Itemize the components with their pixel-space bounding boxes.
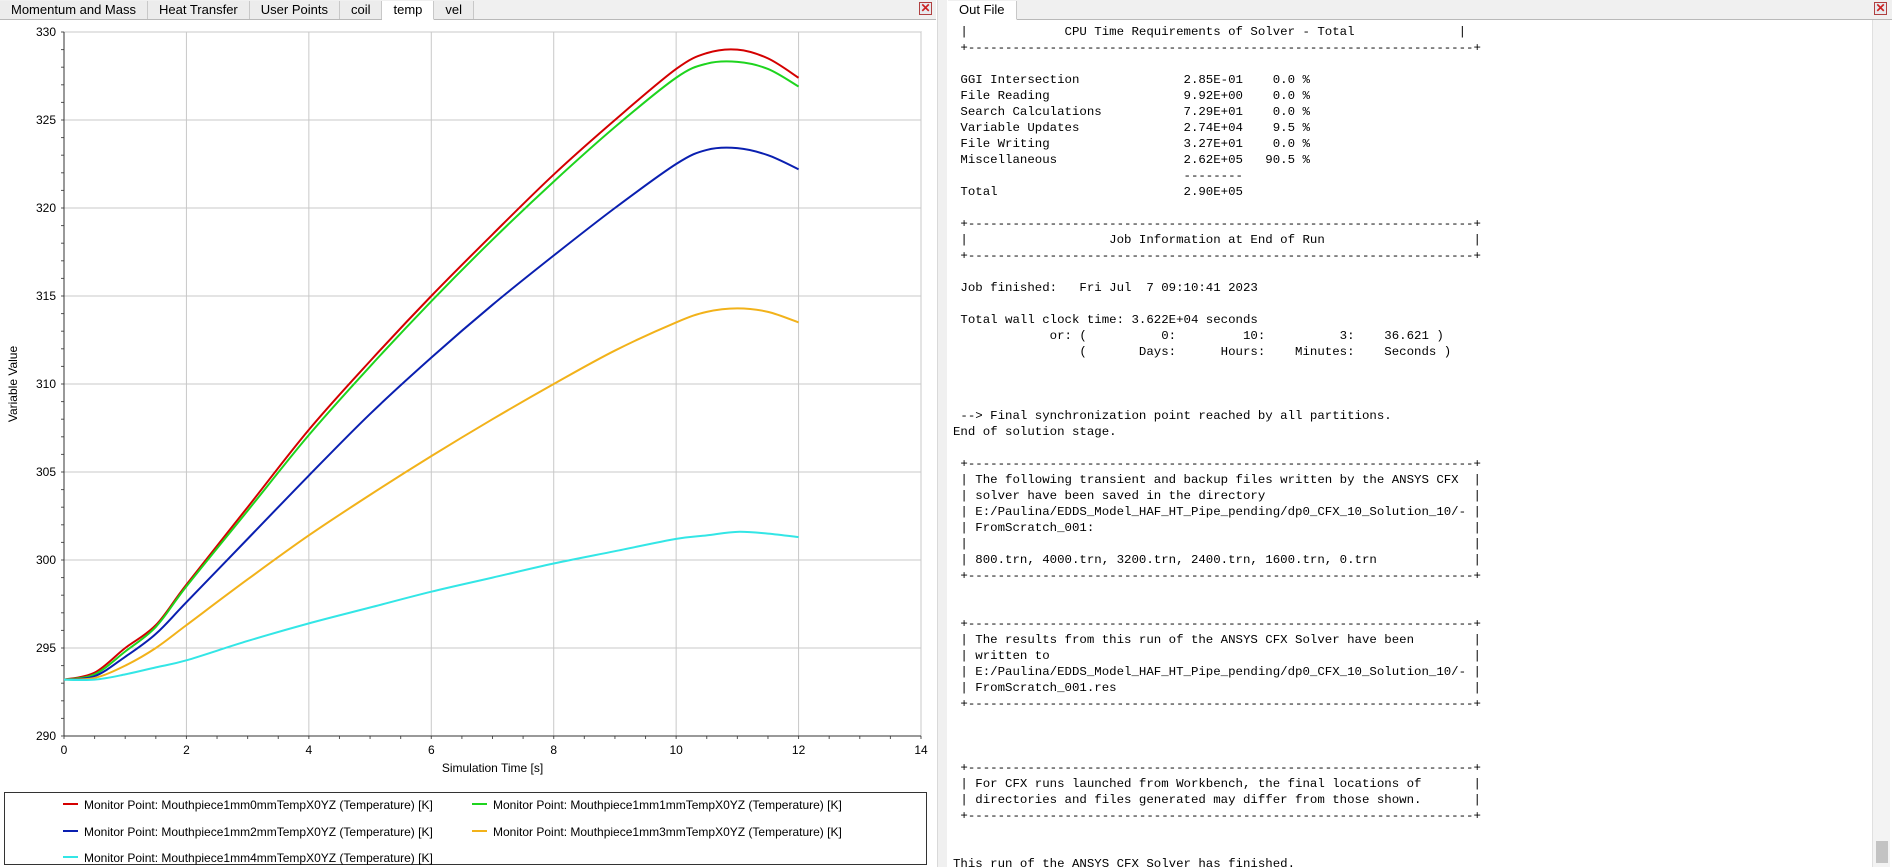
legend-swatch-red [63, 802, 78, 805]
legend-item-series-4: Monitor Point: Mouthpiece1mm3mmTempX0YZ … [472, 824, 842, 840]
chart-legend: Monitor Point: Mouthpiece1mm0mmTempX0YZ … [4, 792, 927, 865]
legend-label: Monitor Point: Mouthpiece1mm4mmTempX0YZ … [84, 851, 433, 865]
legend-label: Monitor Point: Mouthpiece1mm1mmTempX0YZ … [493, 798, 842, 812]
y-tick-label: 315 [36, 289, 56, 303]
monitor-pane: Momentum and Mass Heat Transfer User Poi… [0, 0, 936, 867]
legend-label: Monitor Point: Mouthpiece1mm2mmTempX0YZ … [84, 825, 433, 839]
series-line-4 [63, 307, 799, 681]
tab-temp[interactable]: temp [382, 1, 435, 20]
close-icon[interactable]: ✕ [1874, 1, 1887, 15]
x-axis-title: Simulation Time [s] [442, 761, 543, 775]
legend-swatch-orange [472, 829, 487, 832]
y-tick-label: 290 [36, 729, 56, 743]
monitor-chart: 0 2 4 6 8 10 12 14 290 295 300 305 310 315 320 325 330 Si… [6, 25, 928, 775]
y-tick-label: 310 [36, 377, 56, 391]
x-tick-label: 2 [183, 743, 190, 757]
legend-swatch-green [472, 802, 487, 805]
y-tick-label: 300 [36, 553, 56, 567]
tab-vel[interactable]: vel [434, 1, 475, 19]
y-tick-label: 330 [36, 25, 56, 39]
y-tick-label: 325 [36, 113, 56, 127]
series-line-5 [63, 530, 799, 682]
tab-out-file[interactable]: Out File [948, 1, 1017, 20]
legend-item-series-2: Monitor Point: Mouthpiece1mm1mmTempX0YZ … [472, 797, 842, 813]
pane-splitter[interactable] [937, 0, 947, 867]
x-tick-label: 6 [428, 743, 435, 757]
out-file-pane: Out File ✕ | CPU Time Requirements of So… [948, 0, 1892, 867]
legend-label: Monitor Point: Mouthpiece1mm0mmTempX0YZ … [84, 798, 433, 812]
tab-coil[interactable]: coil [339, 1, 383, 19]
x-tick-label: 14 [914, 743, 928, 757]
legend-swatch-blue [63, 829, 78, 832]
legend-swatch-cyan [63, 855, 78, 858]
monitor-tab-bar: Momentum and Mass Heat Transfer User Poi… [0, 0, 936, 20]
out-file-tab-bar: Out File [948, 0, 1892, 20]
x-tick-label: 10 [669, 743, 683, 757]
y-tick-label: 295 [36, 641, 56, 655]
x-tick-label: 0 [61, 743, 68, 757]
series-line-1 [63, 48, 800, 681]
legend-item-series-1: Monitor Point: Mouthpiece1mm0mmTempX0YZ … [63, 797, 433, 813]
y-tick-label: 305 [36, 465, 56, 479]
series-line-2 [63, 60, 800, 681]
series-line-3 [63, 146, 799, 681]
y-tick-label: 320 [36, 201, 56, 215]
x-tick-label: 12 [792, 743, 806, 757]
legend-item-series-3: Monitor Point: Mouthpiece1mm2mmTempX0YZ … [63, 824, 433, 840]
tab-momentum-and-mass[interactable]: Momentum and Mass [0, 1, 148, 19]
tab-heat-transfer[interactable]: Heat Transfer [148, 1, 250, 19]
y-axis-title: Variable Value [6, 346, 20, 423]
close-icon[interactable]: ✕ [919, 1, 932, 15]
legend-item-series-5: Monitor Point: Mouthpiece1mm4mmTempX0YZ … [63, 850, 433, 866]
x-tick-label: 4 [306, 743, 313, 757]
legend-label: Monitor Point: Mouthpiece1mm3mmTempX0YZ … [493, 825, 842, 839]
scrollbar-thumb[interactable] [1876, 841, 1888, 863]
out-file-text: | CPU Time Requirements of Solver - Tota… [953, 25, 1481, 867]
vertical-scrollbar[interactable] [1872, 20, 1890, 867]
tab-user-points[interactable]: User Points [249, 1, 340, 19]
x-tick-label: 8 [550, 743, 557, 757]
